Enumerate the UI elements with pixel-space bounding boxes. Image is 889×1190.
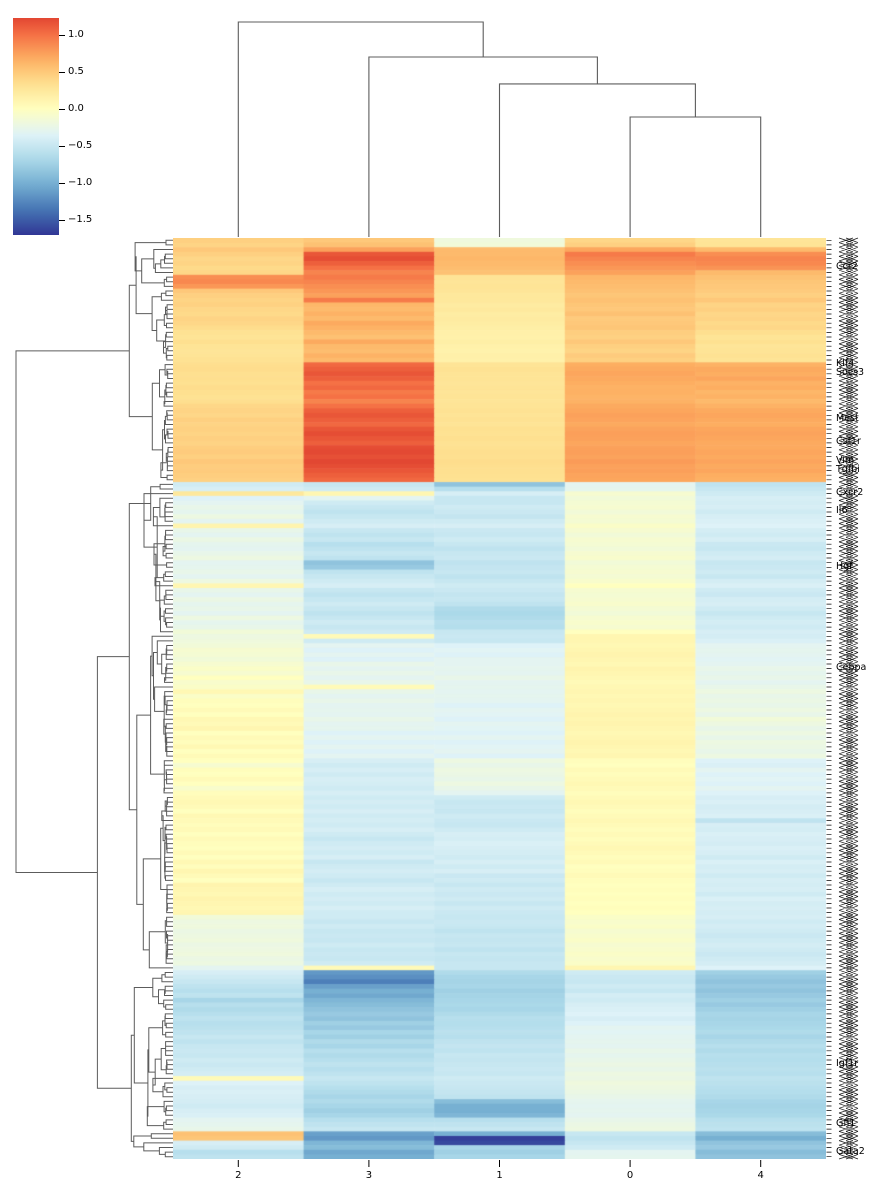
colorbar-tick-label: 0.0 bbox=[68, 103, 84, 115]
row-label-Igf1r: Igf1r bbox=[836, 1058, 859, 1070]
row-label-Cebpa: Cebpa bbox=[836, 662, 867, 674]
row-label-Mest: Mest bbox=[836, 413, 859, 425]
row-label-Klf4: Klf4 bbox=[836, 358, 855, 370]
colorbar-tick-label: −1.0 bbox=[68, 177, 93, 189]
row-label-Gata2: Gata2 bbox=[836, 1145, 865, 1157]
colorbar-tick-mark bbox=[59, 182, 65, 184]
column-dendrogram bbox=[237, 21, 762, 237]
column-label-0: 0 bbox=[626, 1170, 634, 1181]
colorbar-tick-mark bbox=[59, 145, 65, 147]
colorbar-tick-label: −0.5 bbox=[68, 140, 93, 152]
colorbar-tick-label: 1.0 bbox=[68, 29, 84, 41]
row-label-Vim: Vim bbox=[836, 454, 855, 466]
row-label-Ccr2: Ccr2 bbox=[836, 261, 858, 273]
row-dendrogram bbox=[15, 239, 173, 1158]
colorbar-gradient bbox=[13, 18, 59, 235]
column-axis-ticks bbox=[237, 1160, 762, 1167]
column-label-2: 2 bbox=[235, 1170, 242, 1181]
row-label-Hgf: Hgf bbox=[836, 560, 853, 572]
colorbar-tick-mark bbox=[59, 34, 65, 36]
row-label-Tgfbi: Tgfbi bbox=[836, 464, 860, 476]
row-label-Csf1r: Csf1r bbox=[836, 436, 861, 448]
colorbar-tick-mark bbox=[59, 219, 65, 221]
row-label-Cxcr2: Cxcr2 bbox=[836, 487, 864, 499]
column-label-1: 1 bbox=[496, 1170, 503, 1181]
row-label-Il6: Il6 bbox=[836, 505, 848, 517]
colorbar-tick-mark bbox=[59, 108, 65, 110]
row-label-Gfi1: Gfi1 bbox=[836, 1117, 856, 1129]
column-label-3: 3 bbox=[365, 1170, 373, 1181]
column-label-4: 4 bbox=[757, 1170, 764, 1181]
row-axis-ticks bbox=[826, 239, 832, 1158]
colorbar-tick-mark bbox=[59, 71, 65, 73]
heatmap bbox=[173, 238, 826, 1159]
colorbar-tick-label: 0.5 bbox=[68, 66, 84, 78]
row-label-Socs3: Socs3 bbox=[836, 367, 865, 379]
colorbar-tick-label: −1.5 bbox=[68, 214, 93, 226]
